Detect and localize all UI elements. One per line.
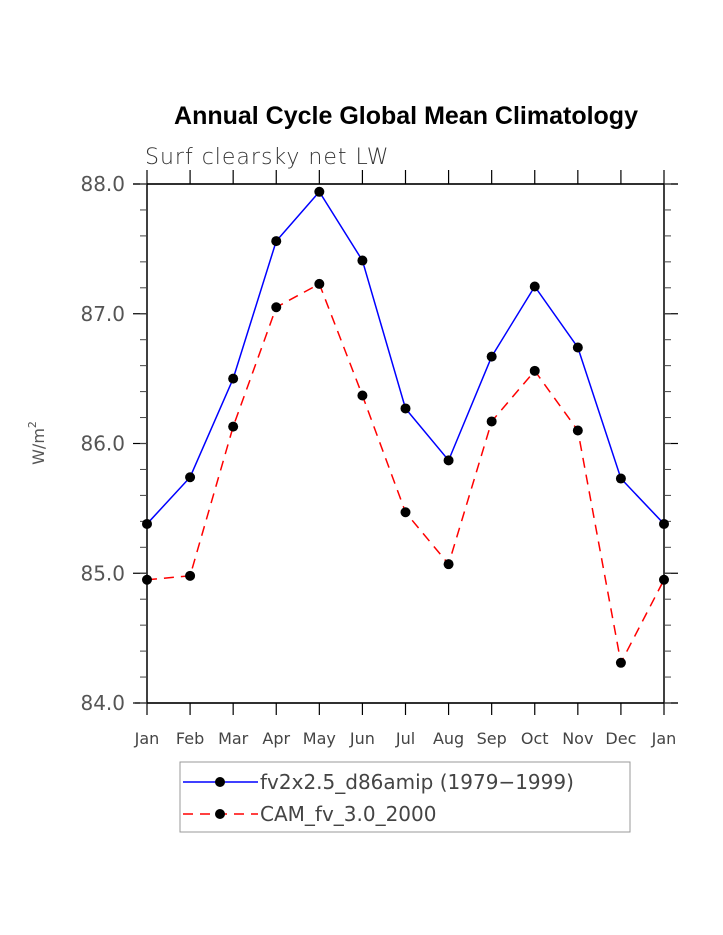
series-1-point bbox=[486, 416, 497, 427]
series-0-point bbox=[572, 342, 583, 353]
x-tick-label: Jul bbox=[395, 729, 415, 748]
series-0-point bbox=[443, 455, 454, 466]
series-line-1 bbox=[146, 282, 665, 666]
y-tick-label: 84.0 bbox=[80, 691, 125, 715]
series-0-point bbox=[142, 518, 152, 529]
x-tick-label: Jan bbox=[134, 729, 160, 748]
y-tick-label: 87.0 bbox=[80, 302, 125, 326]
series-1-point bbox=[228, 421, 239, 432]
series-0-point bbox=[357, 255, 368, 266]
legend: fv2x2.5_d86amip (1979−1999) CAM_fv_3.0_2… bbox=[179, 761, 631, 833]
chart-subtitle: Surf clearsky net LW bbox=[145, 145, 389, 170]
series-1-point bbox=[185, 570, 196, 581]
series-0-point bbox=[659, 518, 669, 529]
x-tick-label: Aug bbox=[433, 729, 464, 748]
legend-label-1: CAM_fv_3.0_2000 bbox=[260, 802, 436, 826]
data-series bbox=[142, 186, 669, 668]
series-1-point bbox=[529, 365, 540, 376]
series-1-point bbox=[314, 278, 325, 289]
legend-marker-0 bbox=[215, 777, 225, 787]
series-0-point bbox=[486, 351, 497, 362]
series-1-point bbox=[271, 302, 282, 313]
legend-marker-1 bbox=[215, 809, 225, 819]
series-0-point bbox=[271, 236, 282, 247]
x-axis-ticks: Jan Feb Mar Apr May Jun Jul Aug Sep Oct Nov Dec Jan bbox=[133, 170, 678, 748]
chart-title: Annual Cycle Global Mean Climatology bbox=[174, 102, 638, 130]
series-1-point bbox=[443, 559, 454, 570]
x-tick-label: Oct bbox=[521, 729, 549, 748]
y-axis-label: W/m2 bbox=[26, 421, 48, 465]
y-tick-label: 88.0 bbox=[80, 172, 125, 196]
series-0-point bbox=[400, 403, 411, 414]
series-0-point bbox=[615, 473, 626, 484]
x-tick-label: Jun bbox=[349, 729, 375, 748]
y-tick-label: 86.0 bbox=[80, 432, 125, 456]
x-tick-label: Mar bbox=[218, 729, 249, 748]
svg-text:W/m2: W/m2 bbox=[26, 421, 48, 465]
legend-box bbox=[179, 761, 631, 833]
x-tick-label: Dec bbox=[605, 729, 636, 748]
y-axis-ticks: 84.0 85.0 86.0 87.0 88.0 bbox=[80, 172, 678, 715]
series-1-point bbox=[572, 425, 583, 436]
y-axis-label-text: W/m bbox=[29, 428, 48, 465]
x-tick-label: Feb bbox=[176, 729, 204, 748]
series-1-point bbox=[142, 574, 152, 585]
series-1-point bbox=[659, 574, 669, 585]
series-1-point bbox=[357, 390, 368, 401]
series-line-0 bbox=[146, 190, 665, 525]
series-0-point bbox=[185, 472, 196, 483]
series-0-point bbox=[314, 186, 325, 197]
plot-axes bbox=[146, 183, 665, 704]
x-tick-label: Sep bbox=[477, 729, 507, 748]
plot-frame bbox=[146, 183, 665, 704]
y-axis-label-superscript: 2 bbox=[26, 421, 39, 428]
series-0-point bbox=[228, 373, 239, 384]
series-1-point bbox=[615, 657, 626, 668]
x-tick-label: May bbox=[303, 729, 336, 748]
series-0-point bbox=[529, 281, 540, 292]
series-1-point bbox=[400, 507, 411, 518]
x-tick-label: Apr bbox=[262, 729, 290, 748]
y-tick-label: 85.0 bbox=[80, 561, 125, 585]
x-tick-label: Nov bbox=[562, 729, 593, 748]
x-tick-label: Jan bbox=[651, 729, 677, 748]
legend-label-0: fv2x2.5_d86amip (1979−1999) bbox=[260, 770, 574, 794]
